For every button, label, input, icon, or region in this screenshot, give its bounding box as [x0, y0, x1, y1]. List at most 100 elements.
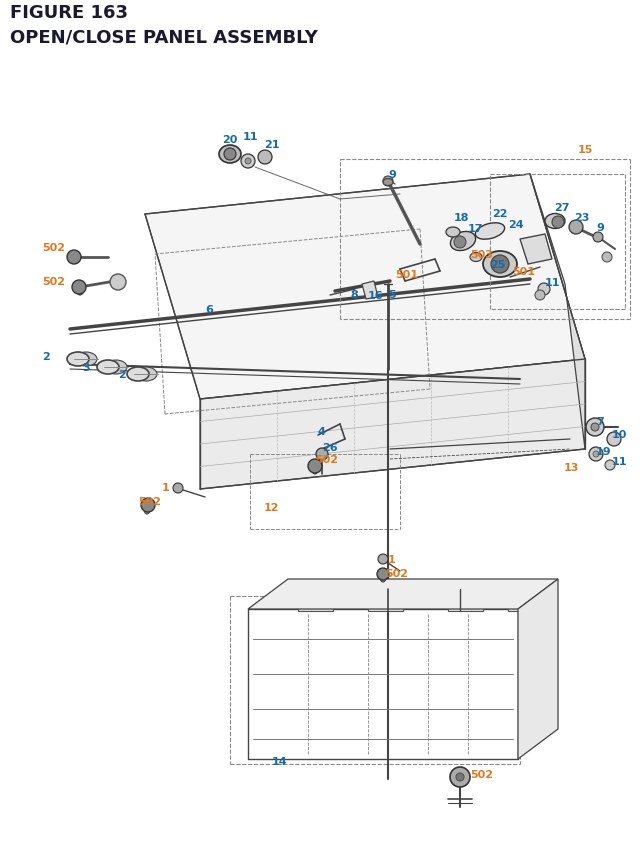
Text: 2: 2	[118, 369, 125, 380]
Text: 22: 22	[492, 208, 508, 219]
Circle shape	[258, 151, 272, 164]
Circle shape	[607, 432, 621, 447]
Circle shape	[72, 281, 86, 294]
Polygon shape	[520, 235, 552, 264]
Ellipse shape	[446, 228, 460, 238]
Circle shape	[535, 291, 545, 300]
Text: 15: 15	[578, 145, 593, 155]
Ellipse shape	[67, 353, 89, 367]
Text: 502: 502	[138, 497, 161, 506]
Polygon shape	[362, 282, 378, 300]
Text: 27: 27	[554, 202, 570, 213]
Text: 24: 24	[508, 220, 524, 230]
Text: 3: 3	[82, 362, 90, 373]
Polygon shape	[518, 579, 558, 759]
Text: 20: 20	[222, 135, 237, 145]
Circle shape	[173, 483, 183, 493]
Text: 11: 11	[243, 132, 259, 142]
Circle shape	[383, 177, 393, 187]
Text: 502: 502	[42, 243, 65, 253]
Bar	[298, 592, 333, 611]
Ellipse shape	[135, 368, 157, 381]
Circle shape	[308, 460, 322, 474]
Text: 23: 23	[574, 213, 589, 223]
Text: 12: 12	[264, 503, 280, 512]
Polygon shape	[248, 579, 558, 610]
Ellipse shape	[144, 505, 150, 514]
Circle shape	[224, 149, 236, 161]
Circle shape	[586, 418, 604, 437]
Circle shape	[378, 554, 388, 564]
Text: 6: 6	[205, 305, 213, 314]
Text: 9: 9	[596, 223, 604, 232]
Ellipse shape	[383, 179, 393, 186]
Ellipse shape	[483, 251, 517, 278]
Circle shape	[377, 568, 389, 580]
Ellipse shape	[312, 464, 318, 474]
Circle shape	[593, 451, 599, 457]
Text: 7: 7	[596, 417, 604, 426]
Ellipse shape	[72, 251, 80, 263]
Circle shape	[538, 283, 550, 295]
Circle shape	[602, 253, 612, 263]
Circle shape	[316, 449, 328, 461]
Ellipse shape	[97, 361, 119, 375]
Text: 502: 502	[42, 276, 65, 287]
Circle shape	[589, 448, 603, 461]
Text: 501: 501	[512, 267, 535, 276]
Ellipse shape	[127, 368, 149, 381]
Circle shape	[454, 237, 466, 249]
Circle shape	[141, 499, 155, 512]
Text: 19: 19	[596, 447, 612, 456]
Text: 18: 18	[454, 213, 470, 223]
Text: 503: 503	[470, 250, 493, 260]
Circle shape	[605, 461, 615, 470]
Text: FIGURE 163: FIGURE 163	[10, 4, 128, 22]
Bar	[448, 592, 483, 611]
Ellipse shape	[470, 253, 482, 263]
Ellipse shape	[476, 224, 504, 240]
Polygon shape	[200, 360, 585, 489]
Circle shape	[591, 424, 599, 431]
Ellipse shape	[380, 573, 386, 582]
Ellipse shape	[75, 353, 97, 367]
Circle shape	[67, 251, 81, 264]
Text: 4: 4	[318, 426, 326, 437]
Text: 21: 21	[264, 139, 280, 150]
Circle shape	[593, 232, 603, 243]
Text: 8: 8	[350, 289, 358, 300]
Text: 25: 25	[490, 260, 506, 269]
Text: 13: 13	[564, 462, 579, 473]
Bar	[508, 592, 543, 611]
Ellipse shape	[219, 146, 241, 164]
Text: 2: 2	[42, 351, 50, 362]
Circle shape	[569, 220, 583, 235]
Circle shape	[491, 256, 509, 274]
Text: 26: 26	[322, 443, 338, 453]
Text: 10: 10	[612, 430, 627, 439]
Text: 11: 11	[545, 278, 561, 288]
Text: 5: 5	[388, 289, 396, 300]
Circle shape	[241, 155, 255, 169]
Circle shape	[450, 767, 470, 787]
Text: 16: 16	[368, 291, 383, 300]
Ellipse shape	[105, 361, 127, 375]
Text: 11: 11	[612, 456, 627, 467]
Text: 9: 9	[388, 170, 396, 180]
Text: 17: 17	[468, 224, 483, 233]
Ellipse shape	[451, 232, 476, 251]
Text: 502: 502	[470, 769, 493, 779]
Text: 1: 1	[388, 554, 396, 564]
Circle shape	[552, 217, 564, 229]
Text: 502: 502	[315, 455, 338, 464]
Text: OPEN/CLOSE PANEL ASSEMBLY: OPEN/CLOSE PANEL ASSEMBLY	[10, 28, 318, 46]
Polygon shape	[145, 175, 585, 400]
Polygon shape	[530, 175, 585, 449]
Circle shape	[110, 275, 126, 291]
Text: 502: 502	[385, 568, 408, 579]
Text: 1: 1	[162, 482, 170, 492]
Ellipse shape	[545, 214, 565, 229]
Circle shape	[245, 158, 251, 164]
Text: 14: 14	[272, 756, 287, 766]
Ellipse shape	[76, 283, 84, 295]
